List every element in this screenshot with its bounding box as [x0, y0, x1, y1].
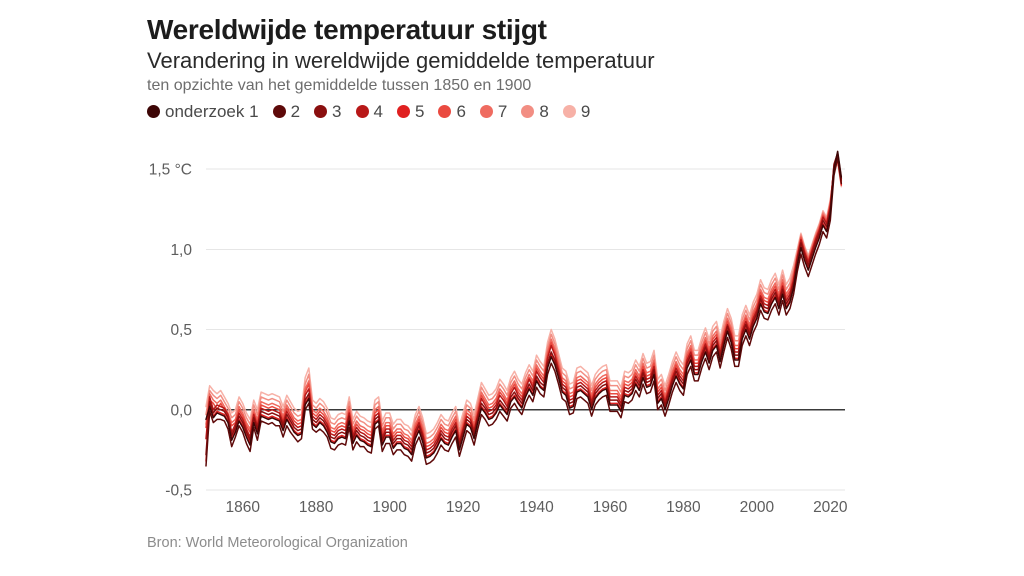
chart-header: Wereldwijde temperatuur stijgt Veranderi…: [147, 14, 847, 96]
source-caption: Bron: World Meteorological Organization: [147, 535, 408, 551]
legend-item-label: 9: [580, 102, 591, 121]
legend-color-dot-icon: [355, 105, 369, 118]
legend-color-dot-icon: [314, 105, 328, 118]
legend-item[interactable]: 9: [562, 102, 591, 121]
series-line: [205, 150, 843, 459]
legend-item[interactable]: 5: [396, 102, 425, 121]
y-axis-tick-label: 1,0: [170, 242, 192, 259]
y-axis-tick-label: 0,0: [170, 402, 192, 419]
legend-item[interactable]: 6: [438, 102, 466, 121]
legend-color-dot-icon: [272, 105, 286, 118]
legend-color-dot-icon: [479, 105, 493, 118]
series-line: [205, 157, 843, 467]
x-axis-tick-label: 1900: [372, 499, 407, 516]
x-axis-tick-label: 2000: [740, 499, 775, 516]
legend-item-label: 2: [290, 102, 301, 121]
legend-item[interactable]: 7: [479, 102, 508, 121]
legend-item-label: 6: [456, 102, 466, 121]
y-axis-tick-label: 1,5 °C: [149, 162, 192, 179]
chart-subtitle: Verandering in wereldwijde gemiddelde te…: [147, 48, 655, 74]
legend-item[interactable]: 8: [521, 102, 549, 121]
legend-color-dot-icon: [521, 105, 535, 118]
y-axis-tick-label: -0,5: [165, 483, 192, 500]
legend-item-label: 3: [332, 102, 342, 121]
legend-item-label: 7: [497, 102, 508, 121]
legend-color-dot-icon: [147, 105, 160, 118]
x-axis-tick-label: 1960: [593, 499, 628, 516]
legend-color-dot-icon: [562, 105, 576, 118]
legend-item[interactable]: 2: [272, 102, 301, 121]
legend-item-label: onderzoek 1: [165, 102, 259, 121]
x-axis-tick-label: 1920: [446, 499, 481, 516]
legend-item[interactable]: onderzoek 1: [147, 103, 259, 120]
legend-item-label: 4: [373, 102, 383, 121]
page-title: Wereldwijde temperatuur stijgt: [147, 14, 547, 45]
y-axis-tick-label: 0,5: [170, 322, 192, 339]
x-axis-tick-label: 1860: [225, 499, 260, 516]
x-axis-tick-label: 1880: [299, 499, 334, 516]
x-axis-tick-label: 1980: [666, 499, 701, 516]
legend-color-dot-icon: [438, 105, 452, 118]
legend-item-label: 8: [539, 102, 549, 121]
legend-item-label: 5: [414, 102, 425, 121]
chart-baseline-note: ten opzichte van het gemiddelde tussen 1…: [147, 77, 532, 95]
legend-item[interactable]: 4: [355, 102, 383, 121]
legend-color-dot-icon: [396, 105, 410, 118]
x-axis-tick-label: 1940: [519, 499, 554, 516]
x-axis-tick-label: 2020: [813, 499, 848, 516]
legend-item[interactable]: 3: [314, 102, 342, 121]
chart-legend: onderzoek 1 2 3 4 5 6 7 8 9: [147, 103, 604, 120]
